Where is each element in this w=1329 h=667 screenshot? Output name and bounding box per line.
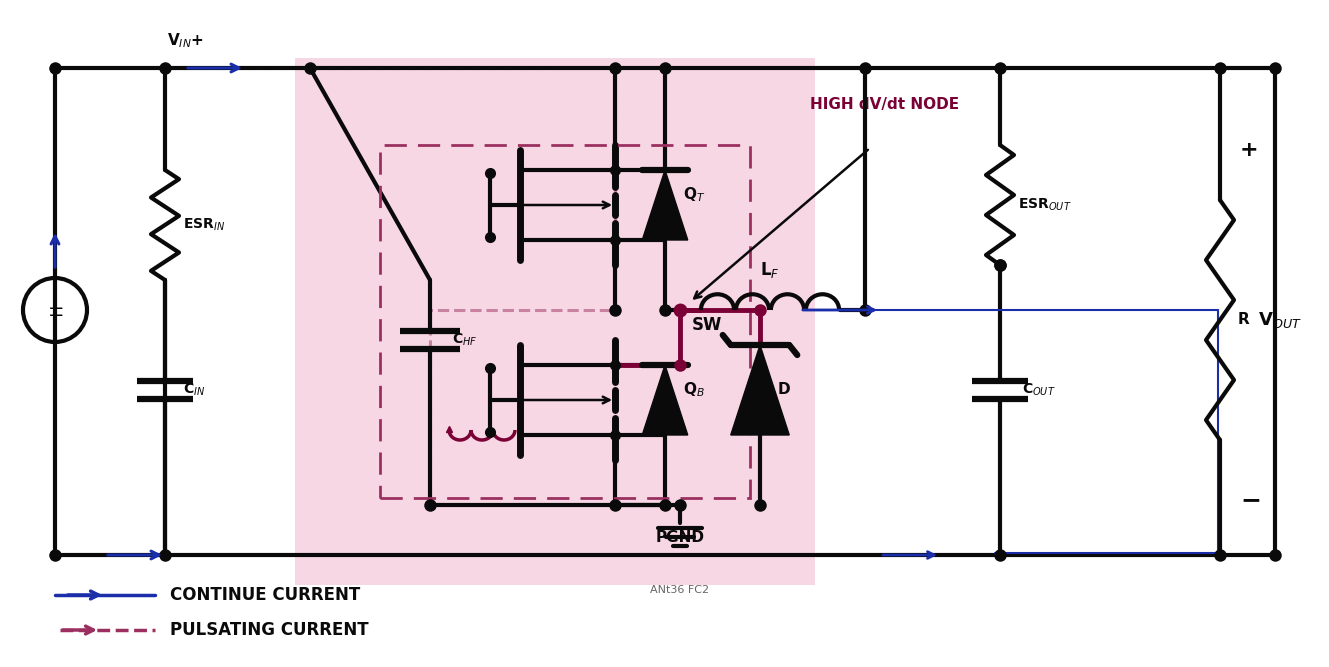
Text: R: R (1239, 313, 1249, 327)
Text: C$_{HF}$: C$_{HF}$ (452, 331, 477, 348)
Text: ANt36 FC2: ANt36 FC2 (650, 585, 710, 595)
Text: C$_{IN}$: C$_{IN}$ (183, 382, 205, 398)
Text: L$_F$: L$_F$ (760, 260, 780, 280)
Text: V$_{OUT}$: V$_{OUT}$ (1259, 310, 1302, 330)
Text: PULSATING CURRENT: PULSATING CURRENT (170, 621, 368, 639)
Bar (295, 58, 815, 585)
Text: V$_{IN}$+: V$_{IN}$+ (166, 31, 203, 50)
Text: +: + (1240, 140, 1259, 160)
Text: C$_{OUT}$: C$_{OUT}$ (1022, 382, 1055, 398)
Text: $\pm$: $\pm$ (47, 301, 64, 319)
Text: D: D (777, 382, 791, 398)
Text: PGND: PGND (655, 530, 704, 545)
Polygon shape (642, 170, 687, 240)
Text: Q$_B$: Q$_B$ (683, 381, 704, 400)
Text: Q$_T$: Q$_T$ (683, 185, 706, 204)
Text: CONTINUE CURRENT: CONTINUE CURRENT (170, 586, 360, 604)
Text: ESR$_{OUT}$: ESR$_{OUT}$ (1018, 197, 1071, 213)
Polygon shape (731, 345, 789, 435)
Polygon shape (642, 365, 687, 435)
Text: SW: SW (692, 316, 723, 334)
Text: HIGH dV/dt NODE: HIGH dV/dt NODE (809, 97, 960, 113)
Text: ESR$_{IN}$: ESR$_{IN}$ (183, 217, 225, 233)
Text: −: − (1240, 488, 1261, 512)
Bar (380, 145, 750, 498)
